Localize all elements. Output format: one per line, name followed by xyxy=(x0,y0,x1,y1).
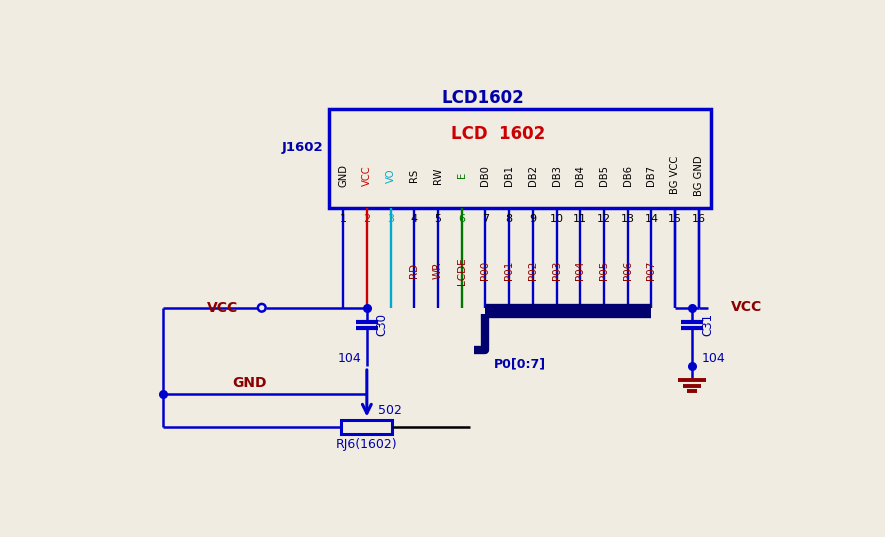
Text: LCDE: LCDE xyxy=(457,257,466,285)
Text: RJ6(1602): RJ6(1602) xyxy=(336,438,397,451)
Text: 7: 7 xyxy=(481,214,489,224)
Text: 16: 16 xyxy=(692,214,706,224)
Text: 10: 10 xyxy=(550,214,564,224)
Text: 11: 11 xyxy=(573,214,588,224)
Text: C30: C30 xyxy=(376,313,389,336)
Text: RW: RW xyxy=(433,167,443,184)
Text: VCC: VCC xyxy=(362,165,372,186)
Text: 13: 13 xyxy=(620,214,635,224)
Text: 9: 9 xyxy=(529,214,536,224)
Text: 1: 1 xyxy=(340,214,347,224)
Text: 5: 5 xyxy=(435,214,442,224)
Text: P01: P01 xyxy=(504,261,514,280)
Text: 2: 2 xyxy=(363,214,371,224)
Text: BG GND: BG GND xyxy=(694,155,704,195)
Text: RS: RS xyxy=(409,169,419,182)
Text: 6: 6 xyxy=(458,214,466,224)
Text: DB7: DB7 xyxy=(646,165,657,186)
Text: P05: P05 xyxy=(599,261,609,280)
Text: 8: 8 xyxy=(505,214,512,224)
Text: 14: 14 xyxy=(644,214,658,224)
Text: P06: P06 xyxy=(623,261,633,280)
Text: 104: 104 xyxy=(338,352,362,365)
Text: LCD  1602: LCD 1602 xyxy=(451,125,545,143)
Text: WR: WR xyxy=(433,262,443,279)
Bar xyxy=(329,109,712,208)
Text: VO: VO xyxy=(386,168,396,183)
Text: VCC: VCC xyxy=(207,301,238,315)
Text: J1602: J1602 xyxy=(281,141,323,154)
Text: P00: P00 xyxy=(481,261,490,280)
Text: P07: P07 xyxy=(646,261,657,280)
Text: GND: GND xyxy=(233,376,267,390)
Text: P03: P03 xyxy=(551,261,562,280)
Text: VCC: VCC xyxy=(730,300,762,314)
Text: BG VCC: BG VCC xyxy=(670,156,681,194)
Text: DB6: DB6 xyxy=(623,165,633,186)
Text: C31: C31 xyxy=(701,313,714,336)
Text: LCD1602: LCD1602 xyxy=(442,89,524,107)
Text: 4: 4 xyxy=(411,214,418,224)
Text: DB2: DB2 xyxy=(527,165,538,186)
Text: DB4: DB4 xyxy=(575,165,585,186)
Text: P0[0:7]: P0[0:7] xyxy=(494,358,546,371)
Text: DB3: DB3 xyxy=(551,165,562,186)
Text: P02: P02 xyxy=(527,261,538,280)
Text: DB5: DB5 xyxy=(599,165,609,186)
Text: E: E xyxy=(457,172,466,178)
Text: RD: RD xyxy=(409,263,419,278)
Text: 15: 15 xyxy=(668,214,682,224)
Bar xyxy=(342,420,392,434)
Text: P04: P04 xyxy=(575,261,585,280)
Text: 104: 104 xyxy=(702,352,726,365)
Text: DB0: DB0 xyxy=(481,165,490,186)
Text: GND: GND xyxy=(338,164,348,187)
Text: 502: 502 xyxy=(378,404,402,417)
Text: 3: 3 xyxy=(387,214,394,224)
Text: 12: 12 xyxy=(596,214,611,224)
Text: DB1: DB1 xyxy=(504,165,514,186)
